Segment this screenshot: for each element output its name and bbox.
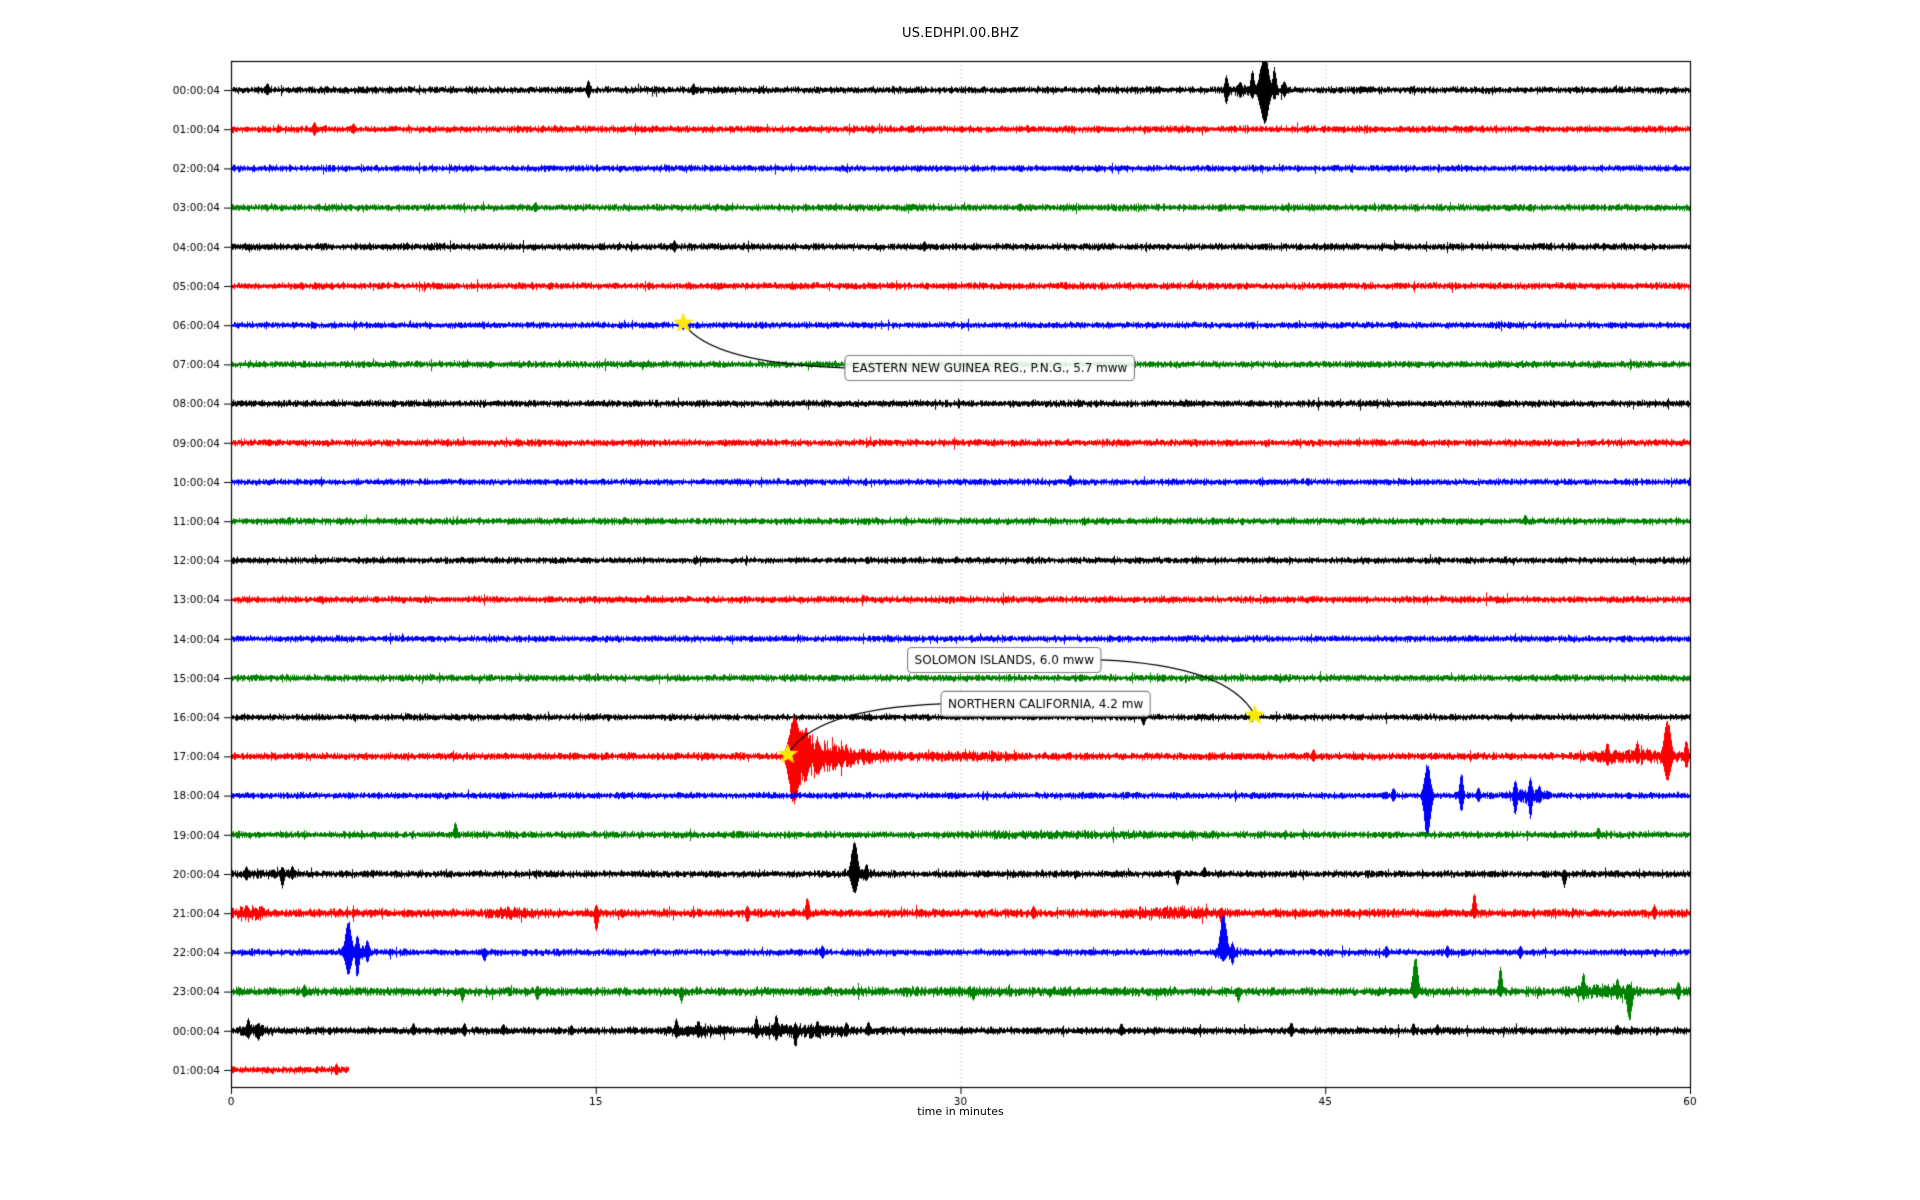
figure-title: US.EDHPI.00.BHZ [902, 26, 1019, 41]
x-axis-label: time in minutes [917, 1105, 1004, 1118]
